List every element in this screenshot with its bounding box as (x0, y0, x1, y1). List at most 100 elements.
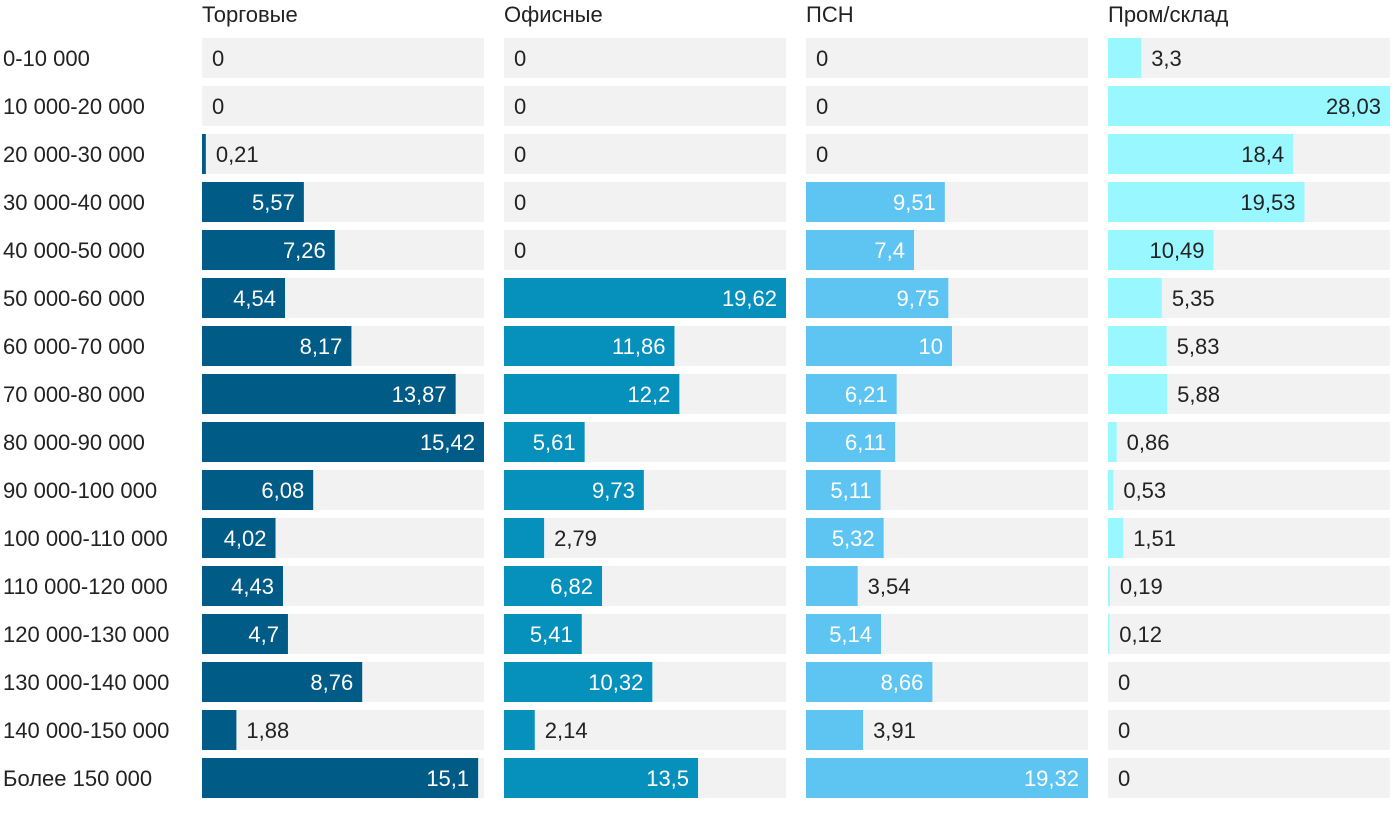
bar (202, 566, 284, 606)
series-title: ПСН (806, 2, 854, 27)
bar (504, 470, 644, 510)
bar-track (1108, 614, 1390, 654)
bar (1108, 470, 1114, 510)
bar (806, 422, 896, 462)
category-label: 20 000-30 000 (3, 142, 145, 167)
bar (806, 758, 1088, 798)
data-label: 4,54 (233, 286, 276, 311)
bar (202, 758, 479, 798)
bar (202, 230, 335, 270)
bar (202, 710, 237, 750)
data-label: 1,51 (1133, 526, 1176, 551)
data-label: 0,53 (1123, 478, 1166, 503)
category-label: 80 000-90 000 (3, 430, 145, 455)
bar (202, 518, 276, 558)
data-label: 2,14 (545, 718, 588, 743)
data-label: 5,61 (533, 430, 576, 455)
bar-track (1108, 470, 1390, 510)
bar (504, 614, 582, 654)
bar-track (202, 134, 484, 174)
data-label: 15,42 (420, 430, 475, 455)
data-label: 0 (816, 142, 828, 167)
data-label: 5,32 (832, 526, 875, 551)
bar (202, 662, 363, 702)
data-label: 28,03 (1326, 94, 1381, 119)
bar (504, 278, 786, 318)
category-label: 110 000-120 000 (3, 574, 168, 599)
data-label: 11,86 (612, 334, 665, 359)
bar (806, 470, 881, 510)
data-label: 0 (514, 142, 526, 167)
bar (1108, 518, 1124, 558)
data-label: 9,51 (893, 190, 936, 215)
bar-track (806, 134, 1088, 174)
bar (202, 422, 484, 462)
bar (806, 614, 882, 654)
category-label: 50 000-60 000 (3, 286, 145, 311)
data-label: 5,11 (830, 478, 871, 503)
bar (806, 230, 915, 270)
data-label: 10 (918, 334, 942, 359)
data-label: 10,49 (1149, 238, 1204, 263)
data-label: 2,79 (554, 526, 597, 551)
data-label: 7,4 (874, 238, 905, 263)
bar (806, 278, 949, 318)
bar (1108, 182, 1305, 222)
data-label: 9,73 (592, 478, 635, 503)
data-label: 0 (212, 94, 224, 119)
bar (202, 374, 456, 414)
bar (1108, 278, 1162, 318)
category-label: Более 150 000 (3, 766, 152, 791)
bar-track (504, 38, 786, 78)
bar (1108, 566, 1110, 606)
bar-track (504, 518, 786, 558)
category-label: 40 000-50 000 (3, 238, 145, 263)
data-label: 0,86 (1127, 430, 1170, 455)
data-label: 7,26 (283, 238, 326, 263)
category-label: 70 000-80 000 (3, 382, 145, 407)
bar (806, 182, 945, 222)
category-label: 30 000-40 000 (3, 190, 145, 215)
data-label: 0 (816, 46, 828, 71)
data-label: 19,62 (722, 286, 777, 311)
bar (1108, 86, 1390, 126)
data-label: 5,83 (1177, 334, 1220, 359)
bar (806, 326, 952, 366)
series-title: Торговые (202, 2, 298, 27)
bar (806, 518, 884, 558)
data-label: 0 (514, 238, 526, 263)
data-label: 0 (1118, 718, 1130, 743)
bar (1108, 326, 1167, 366)
bar-track (202, 38, 484, 78)
data-label: 3,54 (868, 574, 911, 599)
data-label: 3,91 (873, 718, 916, 743)
data-label: 0 (816, 94, 828, 119)
bar (504, 374, 680, 414)
bar (202, 326, 352, 366)
bar-track (504, 182, 786, 222)
data-label: 0 (514, 94, 526, 119)
data-label: 0,19 (1120, 574, 1163, 599)
bar-track (1108, 518, 1390, 558)
bar (504, 710, 535, 750)
bar-track (202, 86, 484, 126)
data-label: 9,75 (896, 286, 939, 311)
bar (1108, 374, 1168, 414)
bar (504, 566, 603, 606)
data-label: 8,76 (310, 670, 353, 695)
bar (504, 518, 545, 558)
data-label: 4,43 (231, 574, 274, 599)
data-label: 0 (212, 46, 224, 71)
bar-track (1108, 422, 1390, 462)
series-title: Офисные (504, 2, 603, 27)
data-label: 0 (1118, 766, 1130, 791)
bar (504, 326, 675, 366)
data-label: 3,3 (1151, 46, 1182, 71)
bar (806, 566, 858, 606)
bar (202, 614, 288, 654)
bar-track (202, 710, 484, 750)
bar (1108, 422, 1117, 462)
data-label: 6,11 (845, 430, 886, 455)
data-label: 0 (1118, 670, 1130, 695)
data-label: 10,32 (588, 670, 643, 695)
